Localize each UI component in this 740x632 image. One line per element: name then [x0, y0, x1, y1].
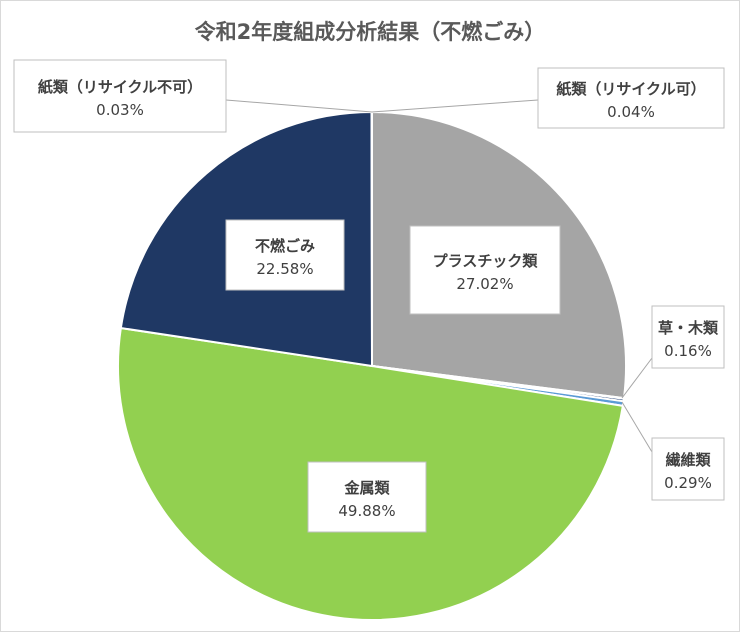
slice-value-label: 0.04% [607, 103, 655, 121]
data-label-nonburnable: 不燃ごみ 22.58% [225, 219, 345, 291]
data-label-paper-recyclable: 紙類（リサイクル可） 0.04% [371, 67, 725, 129]
slice-category-label: 不燃ごみ [255, 237, 315, 255]
leader-line [621, 401, 653, 453]
slice-category-label: 草・木類 [658, 319, 719, 337]
slice-category-label: 繊維類 [665, 451, 711, 469]
data-label-plastic: プラスチック類 27.02% [409, 225, 561, 315]
leader-line [225, 99, 373, 113]
label-box [13, 59, 227, 133]
slice-value-label: 0.29% [664, 474, 712, 492]
slice-value-label: 27.02% [456, 275, 513, 293]
slice-category-label: 紙類（リサイクル可） [556, 80, 705, 98]
slice-category-label: プラスチック類 [433, 252, 539, 270]
label-box [651, 437, 725, 501]
slice-category-label: 金属類 [343, 479, 390, 497]
slice-value-label: 22.58% [256, 260, 313, 278]
slice-value-label: 49.88% [338, 502, 395, 520]
label-box [307, 461, 427, 533]
label-box [409, 225, 561, 315]
chart-title: 令和2年度組成分析結果（不燃ごみ） [194, 20, 546, 44]
data-label-grass-wood: 草・木類 0.16% [621, 305, 725, 399]
label-box [537, 67, 725, 129]
slice-value-label: 0.03% [96, 101, 144, 119]
slice-value-label: 0.16% [664, 342, 712, 360]
leader-line [621, 357, 653, 399]
leader-line [371, 99, 539, 113]
data-label-paper-nonrecyclable: 紙類（リサイクル不可） 0.03% [13, 59, 373, 133]
data-label-metal: 金属類 49.88% [307, 461, 427, 533]
data-label-textile: 繊維類 0.29% [621, 401, 725, 501]
label-box [651, 305, 725, 369]
slice-category-label: 紙類（リサイクル不可） [38, 78, 202, 96]
label-box [225, 219, 345, 291]
